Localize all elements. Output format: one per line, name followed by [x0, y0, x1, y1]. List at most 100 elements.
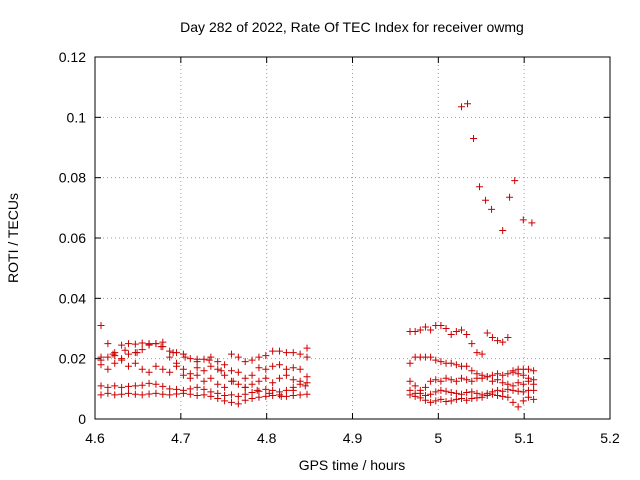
data-point-sat-b: [118, 341, 126, 349]
data-point-sat-e: [152, 389, 160, 397]
data-point-sat-d: [111, 382, 119, 390]
data-point-sat-b: [159, 338, 167, 346]
data-point-sat-f: [241, 383, 249, 391]
data-point-sat-k: [463, 396, 471, 404]
data-point-sat-b: [221, 371, 229, 379]
data-point-sat-g: [524, 365, 532, 373]
data-point-sat-a: [276, 347, 284, 355]
data-point-sat-k: [499, 392, 507, 400]
data-point-sat-k: [437, 395, 445, 403]
data-point-sat-k: [488, 390, 496, 398]
data-point-sat-l: [464, 100, 472, 108]
data-point-sat-k: [509, 398, 517, 406]
data-point-sat-d: [118, 383, 126, 391]
data-point-sat-k: [478, 393, 486, 401]
data-point-sat-c: [193, 371, 201, 379]
data-point-sat-c: [97, 361, 105, 369]
data-point-sat-j: [514, 387, 522, 395]
data-point-sat-h: [499, 371, 507, 379]
data-point-sat-l: [528, 219, 536, 227]
data-point-sat-c: [214, 380, 222, 388]
data-point-sat-e: [255, 393, 263, 401]
data-point-sat-d: [282, 386, 290, 394]
data-point-sat-e: [234, 400, 242, 408]
data-point-sat-f: [169, 349, 177, 357]
x-tick-label: 5: [434, 430, 442, 446]
data-point-sat-a: [289, 349, 297, 357]
y-axis-title: ROTI / TECUs: [5, 193, 21, 283]
data-point-sat-c: [111, 359, 119, 367]
data-point-sat-a: [179, 350, 187, 358]
data-point-sat-b: [200, 367, 208, 375]
data-point-sat-e: [159, 390, 167, 398]
data-point-sat-a: [186, 355, 194, 363]
data-point-sat-i: [483, 373, 491, 381]
data-point-sat-c: [159, 365, 167, 373]
data-point-sat-g: [468, 340, 476, 348]
data-point-sat-l: [499, 226, 507, 234]
data-point-sat-h: [432, 356, 440, 364]
data-point-sat-k: [530, 395, 538, 403]
data-point-sat-a: [248, 356, 256, 364]
data-point-sat-b: [248, 371, 256, 379]
data-point-sat-h: [519, 371, 527, 379]
data-point-sat-c: [166, 368, 174, 376]
data-point-sat-c: [269, 379, 277, 387]
data-point-sat-i: [463, 376, 471, 384]
data-point-sat-e: [118, 390, 126, 398]
data-point-sat-k: [468, 394, 476, 402]
data-point-sat-c: [262, 374, 270, 382]
data-point-sat-b: [104, 340, 112, 348]
data-point-sat-g: [411, 328, 419, 336]
data-point-sat-g: [463, 331, 471, 339]
data-point-sat-e: [104, 389, 112, 397]
data-point-sat-i: [427, 377, 435, 385]
data-point-sat-b: [207, 362, 215, 370]
data-point-sat-j: [509, 386, 517, 394]
data-point-sat-l: [458, 103, 466, 111]
data-point-sat-d: [303, 379, 311, 387]
data-point-sat-f: [289, 386, 297, 394]
x-tick-label: 4.9: [343, 430, 363, 446]
data-point-sat-e: [179, 389, 187, 397]
data-point-sat-g: [416, 326, 424, 334]
data-point-sat-h: [447, 359, 455, 367]
data-point-sat-d: [248, 388, 256, 396]
data-point-sat-e: [124, 389, 132, 397]
data-point-sat-g: [437, 321, 445, 329]
data-point-sat-h: [406, 359, 414, 367]
data-point-sat-j: [530, 386, 538, 394]
data-point-sat-b: [262, 365, 270, 373]
data-point-sat-i: [514, 379, 522, 387]
data-point-sat-b: [289, 364, 297, 372]
data-point-sat-i: [406, 377, 414, 385]
data-point-sat-b: [269, 362, 277, 370]
data-point-sat-h: [463, 362, 471, 370]
data-point-sat-a: [104, 353, 112, 361]
data-point-sat-d: [234, 392, 242, 400]
data-point-sat-k: [442, 398, 450, 406]
data-point-sat-h: [452, 361, 460, 369]
data-point-sat-h: [468, 367, 476, 375]
y-tick-label: 0.12: [59, 49, 86, 65]
data-point-sat-c: [145, 368, 153, 376]
data-point-sat-k: [427, 398, 435, 406]
data-point-sat-g: [421, 323, 429, 331]
data-point-sat-e: [303, 390, 311, 398]
data-point-sat-a: [227, 350, 235, 358]
data-point-sat-c: [234, 380, 242, 388]
data-point-sat-d: [145, 379, 153, 387]
data-point-sat-c: [303, 373, 311, 381]
data-point-sat-f: [217, 367, 225, 375]
y-tick-label: 0.04: [59, 290, 86, 306]
data-point-sat-g: [442, 325, 450, 332]
data-point-sat-a: [124, 350, 132, 358]
data-point-sat-j: [519, 388, 527, 396]
data-point-sat-d: [262, 385, 270, 393]
data-point-sat-f: [229, 377, 237, 385]
data-point-sat-i: [432, 376, 440, 384]
data-point-sat-a: [234, 353, 242, 361]
x-tick-label: 4.7: [171, 430, 191, 446]
